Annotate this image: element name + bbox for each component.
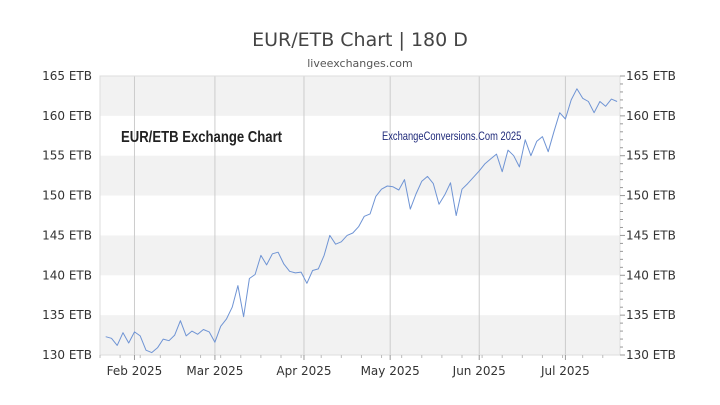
vertical-gridlines <box>133 76 566 355</box>
y-tick-label-left: 140 ETB <box>42 268 92 282</box>
y-tick-label-left: 145 ETB <box>42 228 92 242</box>
y-tick-label-left: 130 ETB <box>42 348 92 362</box>
series-line <box>105 88 618 354</box>
y-tick-label-right: 140 ETB <box>626 268 676 282</box>
x-tick-label: Jul 2025 <box>540 364 590 378</box>
grid-band <box>100 76 620 116</box>
x-axis-ticks: Feb 2025 Mar 2025 Apr 2025 May 2025 Jun 2025… <box>99 355 604 378</box>
grid-band <box>100 315 620 355</box>
alternating-bands <box>100 76 620 355</box>
grid-band <box>100 155 620 196</box>
y-axis-ticks: 130 ETB 130 ETB 135 ETB 135 ETB 140 ETB 140 E… <box>42 69 676 362</box>
x-tick-label: Feb 2025 <box>107 364 163 378</box>
series-layer <box>105 88 618 354</box>
x-tick-label: May 2025 <box>361 364 420 378</box>
chart-title: EUR/ETB Chart | 180 D <box>252 29 468 51</box>
y-tick-label-right: 155 ETB <box>626 149 676 163</box>
chart-subtitle: liveexchanges.com <box>307 57 412 70</box>
y-tick-label-right: 160 ETB <box>626 109 676 123</box>
x-tick-label: Jun 2025 <box>452 364 506 378</box>
watermark-left: EUR/ETB Exchange Chart <box>121 129 282 146</box>
y-tick-label-left: 155 ETB <box>42 149 92 163</box>
grid-band <box>100 235 620 276</box>
y-tick-label-right: 135 ETB <box>626 308 676 322</box>
y-tick-label-left: 160 ETB <box>42 109 92 123</box>
y-tick-label-left: 150 ETB <box>42 189 92 203</box>
y-tick-label-right: 150 ETB <box>626 189 676 203</box>
y-tick-label-right: 130 ETB <box>626 348 676 362</box>
y-tick-label-right: 145 ETB <box>626 228 676 242</box>
y-tick-label-left: 165 ETB <box>42 69 92 83</box>
y-tick-label-right: 165 ETB <box>626 69 676 83</box>
x-tick-label: Mar 2025 <box>186 364 243 378</box>
plot-frame <box>99 75 621 356</box>
y-tick-label-left: 135 ETB <box>42 308 92 322</box>
watermark-right: ExchangeConversions.Com 2025 <box>382 130 521 143</box>
x-tick-label: Apr 2025 <box>276 364 331 378</box>
